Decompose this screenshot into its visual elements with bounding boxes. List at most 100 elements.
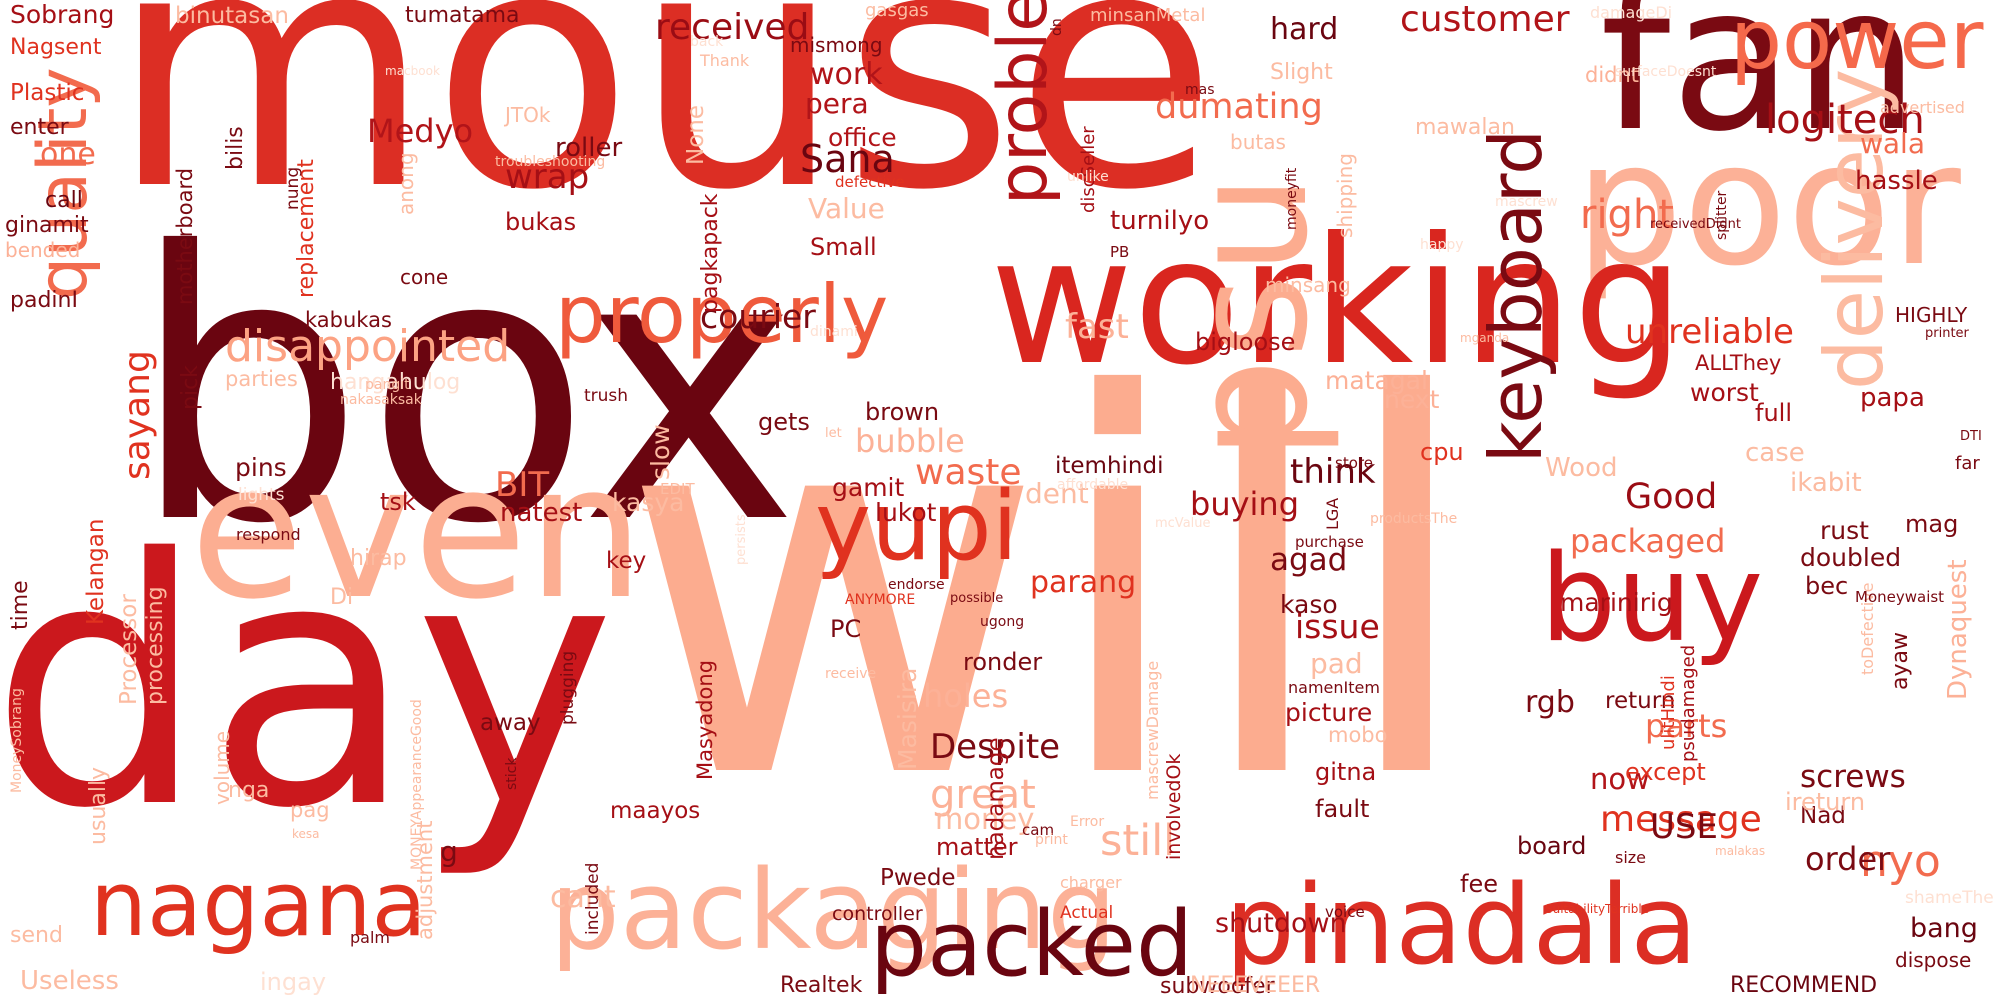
cloud-word: return: [1605, 688, 1676, 714]
cloud-word: kaso: [1280, 590, 1338, 619]
cloud-word: bended: [5, 238, 81, 262]
cloud-word: shipping: [1333, 153, 1357, 238]
cloud-word: unreliable: [1625, 312, 1794, 352]
cloud-word: namenItem: [1288, 678, 1380, 697]
cloud-word: EDIT: [660, 480, 695, 498]
cloud-word: binutasan: [175, 3, 289, 29]
cloud-word: logitech: [1765, 97, 1925, 143]
cloud-word: pinadala: [1225, 861, 1698, 989]
cloud-word: charger: [1060, 873, 1122, 892]
cloud-word: gitna: [1315, 758, 1377, 786]
cloud-word: moneyfit: [1284, 167, 1300, 230]
cloud-word: bubble: [855, 422, 965, 460]
cloud-word: let: [825, 426, 842, 441]
cloud-word: properly: [555, 268, 889, 361]
cloud-word: receivedDidnt: [1650, 217, 1741, 232]
cloud-word: nyo: [1860, 836, 1941, 887]
cloud-word: motherboard: [173, 167, 197, 305]
cloud-word: trush: [584, 386, 629, 406]
cloud-word: pins: [235, 453, 287, 482]
cloud-word: money: [935, 802, 1035, 836]
cloud-word: agad: [1270, 542, 1348, 578]
cloud-word: None: [683, 104, 709, 165]
cloud-word: ireturn: [1785, 788, 1866, 816]
cloud-word: received: [655, 7, 810, 48]
cloud-word: PB: [1110, 243, 1130, 261]
cloud-word: box: [130, 175, 799, 605]
cloud-word: Error: [1070, 814, 1105, 830]
cloud-word: issue: [1295, 607, 1380, 646]
cloud-word: LGA: [1323, 497, 1342, 530]
cloud-word: message: [1600, 799, 1762, 840]
cloud-word: mag: [1905, 510, 1959, 538]
cloud-word: ugong: [980, 614, 1025, 630]
cloud-word: respond: [236, 525, 301, 544]
cloud-word: productsThe: [1370, 511, 1458, 527]
cloud-word: pick: [178, 365, 203, 410]
cloud-word: fan: [1600, 0, 1920, 176]
cloud-word: minsang: [1265, 273, 1351, 297]
cloud-word: keyboard: [1474, 129, 1558, 463]
cloud-word: gets: [758, 408, 810, 436]
cloud-word: next: [1384, 385, 1440, 414]
cloud-word: gamit: [832, 473, 905, 502]
cloud-word: rgb: [1525, 685, 1575, 720]
cloud-word: mcValue: [1155, 516, 1211, 531]
cloud-word: dispose: [1895, 948, 1972, 972]
cloud-word: order: [1805, 840, 1891, 878]
cloud-word: Sobrang: [10, 0, 115, 29]
cloud-word: hangahulog: [330, 370, 461, 395]
cloud-word: cant: [550, 880, 616, 915]
cloud-word: parts: [1645, 707, 1728, 745]
cloud-word: BIT: [495, 465, 550, 505]
cloud-word: case: [1745, 438, 1805, 468]
cloud-word: receive: [825, 666, 877, 682]
cloud-word: bilis: [223, 126, 248, 170]
cloud-word: padinI: [10, 288, 78, 313]
cloud-word: damageDi: [1590, 3, 1673, 22]
cloud-word: defective: [835, 173, 905, 191]
cloud-word: still: [1100, 816, 1176, 866]
cloud-word: picture: [1285, 698, 1373, 727]
cloud-word: Nagsent: [10, 35, 102, 60]
cloud-word: day: [0, 487, 616, 883]
cloud-word: parang: [1030, 565, 1137, 600]
cloud-word: kabukas: [305, 308, 392, 332]
cloud-word: Masyadong: [693, 659, 717, 780]
cloud-word: usually: [86, 766, 111, 845]
cloud-word: hard: [1270, 12, 1339, 47]
cloud-word: unlike: [1067, 169, 1109, 185]
cloud-word: parties: [225, 367, 298, 391]
cloud-word: sayang: [117, 350, 158, 480]
cloud-word: happy: [1420, 237, 1464, 253]
cloud-word: Processor: [116, 594, 142, 705]
cloud-word: dinami: [810, 324, 858, 340]
cloud-word: subwoofer: [1160, 974, 1275, 999]
cloud-word: courier: [700, 297, 816, 336]
cloud-word: nga: [228, 778, 270, 803]
cloud-word: cone: [400, 265, 449, 289]
cloud-word: plugging: [558, 650, 578, 725]
cloud-word: Pwede: [880, 865, 956, 891]
cloud-word: marinirig: [1560, 588, 1673, 617]
cloud-word: one: [40, 137, 96, 172]
cloud-word: MONEYAppearanceGood: [409, 699, 425, 870]
cloud-word: gasgas: [865, 0, 929, 21]
cloud-word: tsk: [380, 488, 416, 516]
cloud-word: ulitHindi: [1658, 675, 1679, 750]
cloud-word: involvedOk: [1163, 753, 1185, 860]
cloud-word: pad: [1310, 647, 1363, 680]
cloud-word: hirap: [350, 546, 407, 571]
cloud-word: bang: [1910, 913, 1978, 944]
cloud-word: Thank: [700, 51, 750, 70]
cloud-word: lights: [238, 485, 285, 505]
cloud-word: will: [620, 287, 1479, 893]
cloud-word: packed: [870, 892, 1194, 997]
cloud-word: Realtek: [780, 973, 863, 998]
cloud-word: itemhindi: [1055, 453, 1164, 479]
cloud-word: ingay: [260, 968, 327, 996]
cloud-word: except: [1625, 758, 1706, 786]
cloud-word: packaging: [550, 846, 1117, 974]
cloud-word: butas: [1230, 130, 1286, 154]
